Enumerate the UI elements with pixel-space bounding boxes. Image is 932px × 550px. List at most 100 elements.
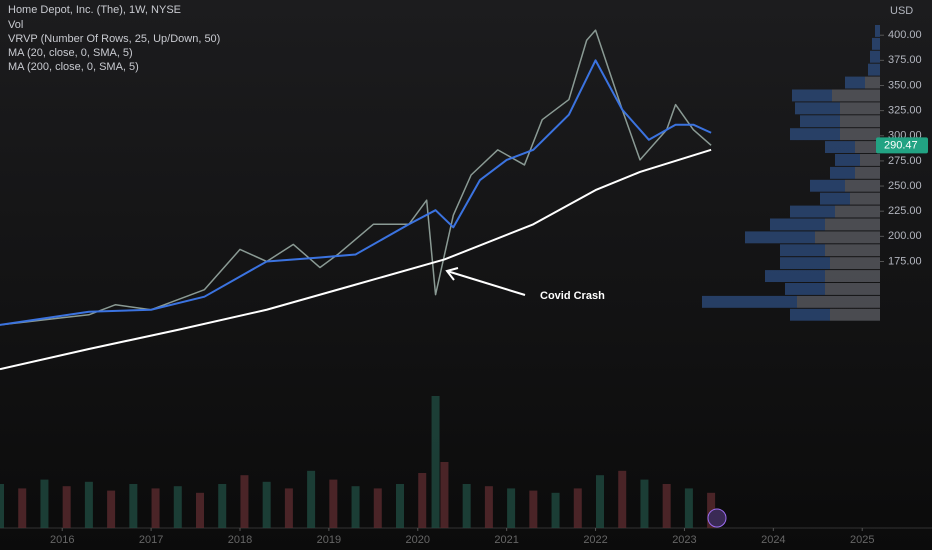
profile-up	[765, 270, 825, 282]
last-price-box	[876, 137, 928, 154]
profile-down	[825, 283, 880, 295]
volume-bar	[529, 490, 538, 528]
volume-bar	[462, 484, 471, 528]
legend-line: MA (200, close, 0, SMA, 5)	[8, 61, 139, 73]
legend-line: VRVP (Number Of Rows, 25, Up/Down, 50)	[8, 33, 220, 45]
volume-bar	[431, 396, 440, 528]
x-tick-label: 2017	[139, 534, 163, 546]
volume-bar	[0, 484, 4, 528]
profile-up	[790, 205, 835, 218]
legend-line: MA (20, close, 0, SMA, 5)	[8, 47, 133, 59]
y-tick-label: 400.00	[888, 29, 922, 41]
profile-down	[825, 244, 880, 257]
volume-bar	[596, 475, 604, 528]
profile-down	[835, 205, 880, 218]
x-tick-label: 2024	[761, 534, 785, 546]
profile-up	[868, 63, 880, 76]
volume-bar	[573, 488, 582, 528]
volume-bar	[307, 470, 316, 528]
profile-down	[840, 115, 880, 128]
chart-title: Home Depot, Inc. (The), 1W, NYSE	[8, 4, 181, 16]
volume-bar	[151, 488, 160, 528]
x-tick-label: 2025	[850, 534, 874, 546]
profile-up	[810, 179, 845, 192]
profile-up	[870, 50, 880, 63]
volume-bar	[107, 490, 116, 528]
y-tick-label: 375.00	[888, 54, 922, 66]
profile-up	[792, 89, 832, 102]
profile-down	[815, 231, 880, 244]
profile-up	[830, 166, 855, 179]
last-price-label: 290.47	[884, 139, 918, 151]
volume-bar	[329, 479, 338, 528]
x-tick-label: 2019	[317, 534, 341, 546]
profile-down	[850, 192, 880, 205]
volume-bar	[396, 484, 404, 528]
volume-bar	[40, 479, 49, 528]
x-tick-label: 2016	[50, 534, 74, 546]
profile-up	[745, 231, 815, 244]
x-tick-label: 2023	[672, 534, 696, 546]
profile-down	[865, 76, 880, 89]
volume-bar	[551, 492, 560, 528]
profile-down	[855, 166, 880, 179]
volume-bar	[240, 475, 249, 528]
arrow-head	[445, 267, 459, 281]
profile-up	[790, 128, 840, 141]
x-tick-label: 2022	[583, 534, 607, 546]
profile-up	[872, 37, 880, 50]
profile-up	[780, 257, 830, 270]
volume-bar	[440, 462, 449, 528]
volume-bar	[129, 484, 138, 528]
volume-bar	[262, 481, 271, 528]
volume-bar	[373, 488, 382, 528]
annotation: Covid Crash	[540, 290, 605, 302]
volume-bar	[173, 486, 182, 528]
x-tick-label: 2018	[228, 534, 252, 546]
profile-up	[780, 244, 825, 257]
profile-down	[840, 128, 880, 141]
y-tick-label: 225.00	[888, 205, 922, 217]
volume-bar	[484, 486, 493, 528]
volume-bar	[618, 470, 627, 528]
icon[interactable]	[707, 508, 727, 528]
volume-bar	[351, 486, 360, 528]
profile-down	[860, 154, 880, 166]
series-line	[0, 148, 712, 371]
profile-down	[797, 295, 880, 308]
profile-down	[830, 257, 880, 270]
volume-bar	[18, 488, 27, 528]
profile-down	[845, 179, 880, 192]
legend-line: Vol	[8, 19, 23, 31]
volume-bar	[196, 492, 204, 528]
profile-up	[875, 25, 880, 37]
profile-up	[795, 102, 840, 115]
profile-up	[790, 308, 830, 321]
profile-down	[855, 141, 880, 153]
volume-bar	[640, 479, 649, 528]
volume-bar	[684, 488, 693, 528]
currency: USD	[890, 5, 913, 17]
profile-down	[825, 270, 880, 282]
y-tick-label: 250.00	[888, 180, 922, 192]
y-tick-label: 350.00	[888, 79, 922, 91]
profile-up	[835, 154, 860, 166]
y-tick-label: 175.00	[888, 255, 922, 267]
y-tick-label: 325.00	[888, 105, 922, 117]
profile-down	[832, 89, 880, 102]
profile-up	[702, 295, 797, 308]
volume-bar	[707, 492, 716, 528]
y-tick-label: 275.00	[888, 155, 922, 167]
y-tick-label: 200.00	[888, 230, 922, 242]
volume-bar	[507, 488, 516, 528]
profile-up	[825, 141, 855, 153]
volume-bar	[62, 486, 71, 528]
arrow	[446, 270, 526, 296]
profile-up	[845, 76, 865, 89]
volume-bar	[84, 481, 93, 528]
x-tick-label: 2020	[406, 534, 430, 546]
x-tick-label: 2021	[494, 534, 518, 546]
profile-down	[840, 102, 880, 115]
volume-bar	[418, 473, 427, 528]
